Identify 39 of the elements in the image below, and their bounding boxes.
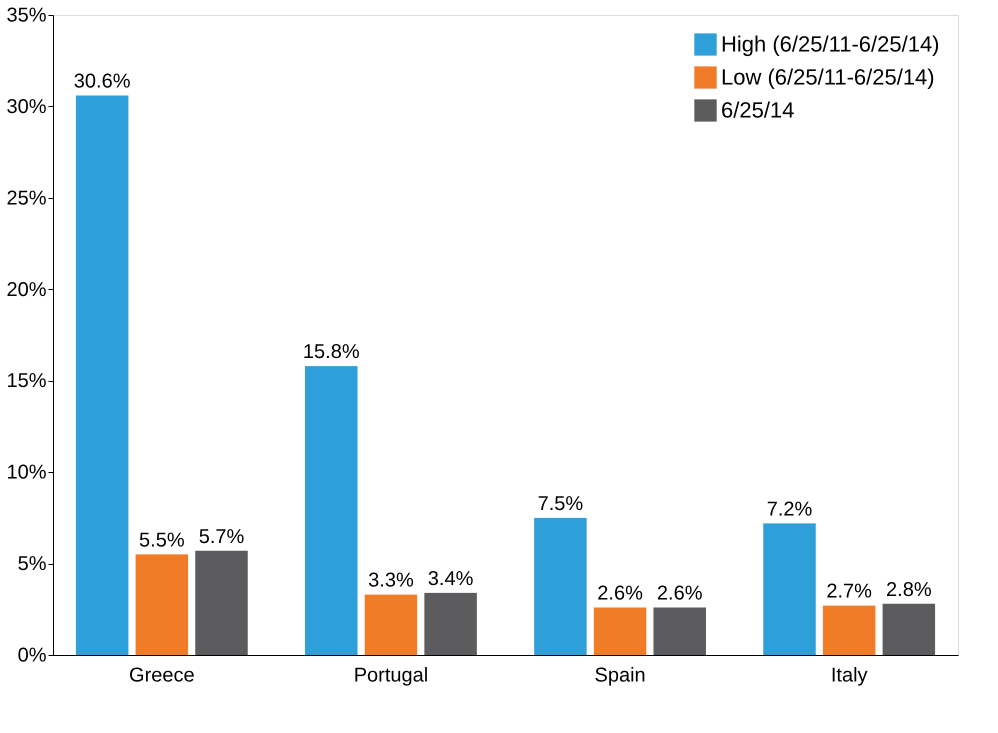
bar [195, 550, 248, 655]
y-tick-label: 20% [6, 278, 47, 301]
bar [653, 607, 706, 655]
data-label: 2.6% [656, 582, 703, 604]
data-label: 2.6% [597, 582, 644, 604]
bar [534, 518, 587, 655]
y-tick-label: 15% [6, 370, 47, 392]
data-label: 2.7% [826, 580, 872, 603]
y-tick-label: 0% [18, 644, 47, 666]
y-tick-label: 25% [6, 187, 47, 210]
data-label: 5.5% [139, 529, 185, 552]
data-label: 15.8% [302, 341, 360, 364]
bar [305, 366, 358, 655]
data-label: 3.4% [428, 568, 474, 590]
bar [424, 592, 477, 655]
x-tick-label: Portugal [354, 664, 428, 686]
legend-label: High (6/25/11-6/25/14) [721, 32, 940, 56]
data-label: 7.2% [766, 498, 813, 520]
x-tick-label: Greece [129, 664, 195, 686]
data-label: 30.6% [74, 70, 131, 92]
bar [136, 554, 188, 655]
y-tick-label: 5% [18, 553, 47, 576]
bar [763, 523, 816, 655]
y-tick-label: 10% [6, 462, 47, 484]
data-label: 3.3% [368, 570, 414, 592]
y-tick-label: 30% [6, 96, 47, 118]
data-label: 2.8% [886, 578, 932, 601]
bar [882, 604, 936, 655]
x-tick-label: Italy [830, 664, 868, 686]
bar [76, 95, 128, 655]
y-tick-label: 35% [6, 4, 47, 26]
bar [594, 607, 646, 655]
bar [364, 594, 418, 655]
data-label: 7.5% [538, 492, 584, 515]
legend-label: Low (6/25/11-6/25/14) [721, 64, 935, 90]
legend-label: 6/25/14 [721, 98, 794, 122]
data-label: 5.7% [198, 526, 244, 548]
bar [822, 606, 876, 655]
x-tick-label: Spain [594, 664, 646, 686]
